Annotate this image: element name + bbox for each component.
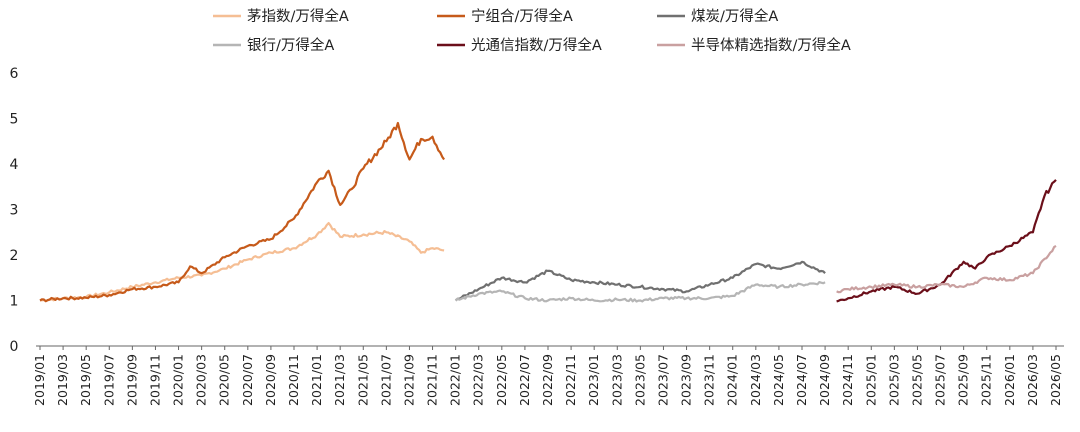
x-tick-label: 2022/09 bbox=[540, 354, 555, 406]
x-tick-label: 2021/03 bbox=[332, 354, 347, 406]
x-tick-label: 2021/09 bbox=[401, 354, 416, 406]
y-tick-label: 3 bbox=[10, 203, 19, 219]
series-line bbox=[454, 260, 826, 302]
x-tick-label: 2024/03 bbox=[748, 354, 763, 406]
x-tick-label: 2024/07 bbox=[794, 354, 809, 406]
x-tick-label: 2024/05 bbox=[771, 354, 786, 406]
legend-label: 银行/万得全A bbox=[247, 36, 334, 54]
legend-label: 煤炭/万得全A bbox=[691, 7, 778, 25]
x-tick-label: 2026/03 bbox=[1025, 354, 1040, 406]
x-tick-label: 2019/11 bbox=[147, 354, 162, 406]
x-tick-label: 2019/09 bbox=[124, 354, 139, 406]
x-tick-label: 2022/07 bbox=[517, 354, 532, 406]
series-layer bbox=[39, 121, 1057, 303]
x-tick-label: 2025/03 bbox=[886, 354, 901, 406]
x-tick-label: 2025/07 bbox=[933, 354, 948, 406]
x-tick-label: 2023/11 bbox=[702, 354, 717, 406]
x-tick-label: 2023/03 bbox=[609, 354, 624, 406]
series-line bbox=[836, 179, 1057, 303]
x-tick-label: 2022/05 bbox=[494, 354, 509, 406]
x-tick-label: 2023/05 bbox=[632, 354, 647, 406]
legend-item: 宁组合/万得全A bbox=[437, 7, 573, 25]
x-tick-label: 2019/05 bbox=[78, 354, 93, 406]
x-tick-label: 2020/01 bbox=[171, 354, 186, 406]
x-tick-label: 2025/05 bbox=[909, 354, 924, 406]
x-tick-label: 2023/01 bbox=[586, 354, 601, 406]
x-tick-label: 2025/11 bbox=[979, 354, 994, 406]
x-tick-label: 2024/11 bbox=[840, 354, 855, 406]
legend-item: 半导体精选指数/万得全A bbox=[657, 36, 851, 54]
x-tick-label: 2019/07 bbox=[101, 354, 116, 406]
x-tick-label: 2021/07 bbox=[378, 354, 393, 406]
legend-item: 银行/万得全A bbox=[213, 36, 334, 54]
y-axis: 0 1 2 3 4 5 6 bbox=[10, 66, 19, 355]
x-tick-label: 2024/09 bbox=[817, 354, 832, 406]
legend-label: 茅指数/万得全A bbox=[247, 7, 349, 25]
x-tick-label: 2020/11 bbox=[286, 354, 301, 406]
y-tick-label: 1 bbox=[10, 294, 19, 310]
x-axis: 2019/01 2019/03 2019/05 2019/07 2019/09 2019/… bbox=[32, 345, 1064, 406]
x-tick-label: 2022/01 bbox=[448, 354, 463, 406]
x-tick-label: 2021/01 bbox=[309, 354, 324, 406]
x-tick-label: 2019/01 bbox=[32, 354, 47, 406]
series-line bbox=[39, 121, 446, 303]
x-tick-label: 2025/09 bbox=[956, 354, 971, 406]
y-tick-label: 4 bbox=[10, 157, 19, 173]
x-tick-label: 2021/05 bbox=[355, 354, 370, 406]
legend-label: 半导体精选指数/万得全A bbox=[691, 36, 851, 54]
y-tick-label: 0 bbox=[10, 339, 19, 355]
legend-label: 光通信指数/万得全A bbox=[471, 36, 602, 54]
x-tick-label: 2023/09 bbox=[679, 354, 694, 406]
x-tick-label: 2023/07 bbox=[655, 354, 670, 406]
legend-label: 宁组合/万得全A bbox=[471, 7, 573, 25]
legend: 茅指数/万得全A 宁组合/万得全A 煤炭/万得全A 银行/万得全A 光通信指数/万得全A… bbox=[213, 7, 851, 54]
y-tick-label: 6 bbox=[10, 66, 19, 82]
y-tick-label: 2 bbox=[10, 248, 19, 264]
series-line bbox=[454, 281, 826, 303]
x-tick-label: 2022/03 bbox=[471, 354, 486, 406]
x-tick-label: 2019/03 bbox=[55, 354, 70, 406]
y-tick-label: 5 bbox=[10, 112, 19, 128]
series-line bbox=[836, 244, 1057, 294]
x-tick-label: 2021/11 bbox=[425, 354, 440, 406]
legend-item: 煤炭/万得全A bbox=[657, 7, 778, 25]
x-tick-label: 2020/07 bbox=[240, 354, 255, 406]
legend-item: 光通信指数/万得全A bbox=[437, 36, 602, 54]
series-line bbox=[39, 222, 445, 303]
x-tick-label: 2022/11 bbox=[563, 354, 578, 406]
x-tick-label: 2024/01 bbox=[725, 354, 740, 406]
legend-item: 茅指数/万得全A bbox=[213, 7, 349, 25]
x-tick-label: 2020/09 bbox=[263, 354, 278, 406]
x-tick-label: 2020/03 bbox=[194, 354, 209, 406]
x-tick-label: 2025/01 bbox=[863, 354, 878, 406]
x-tick-label: 2026/01 bbox=[1002, 354, 1017, 406]
x-tick-label: 2020/05 bbox=[217, 354, 232, 406]
x-tick-label: 2026/05 bbox=[1048, 354, 1063, 406]
